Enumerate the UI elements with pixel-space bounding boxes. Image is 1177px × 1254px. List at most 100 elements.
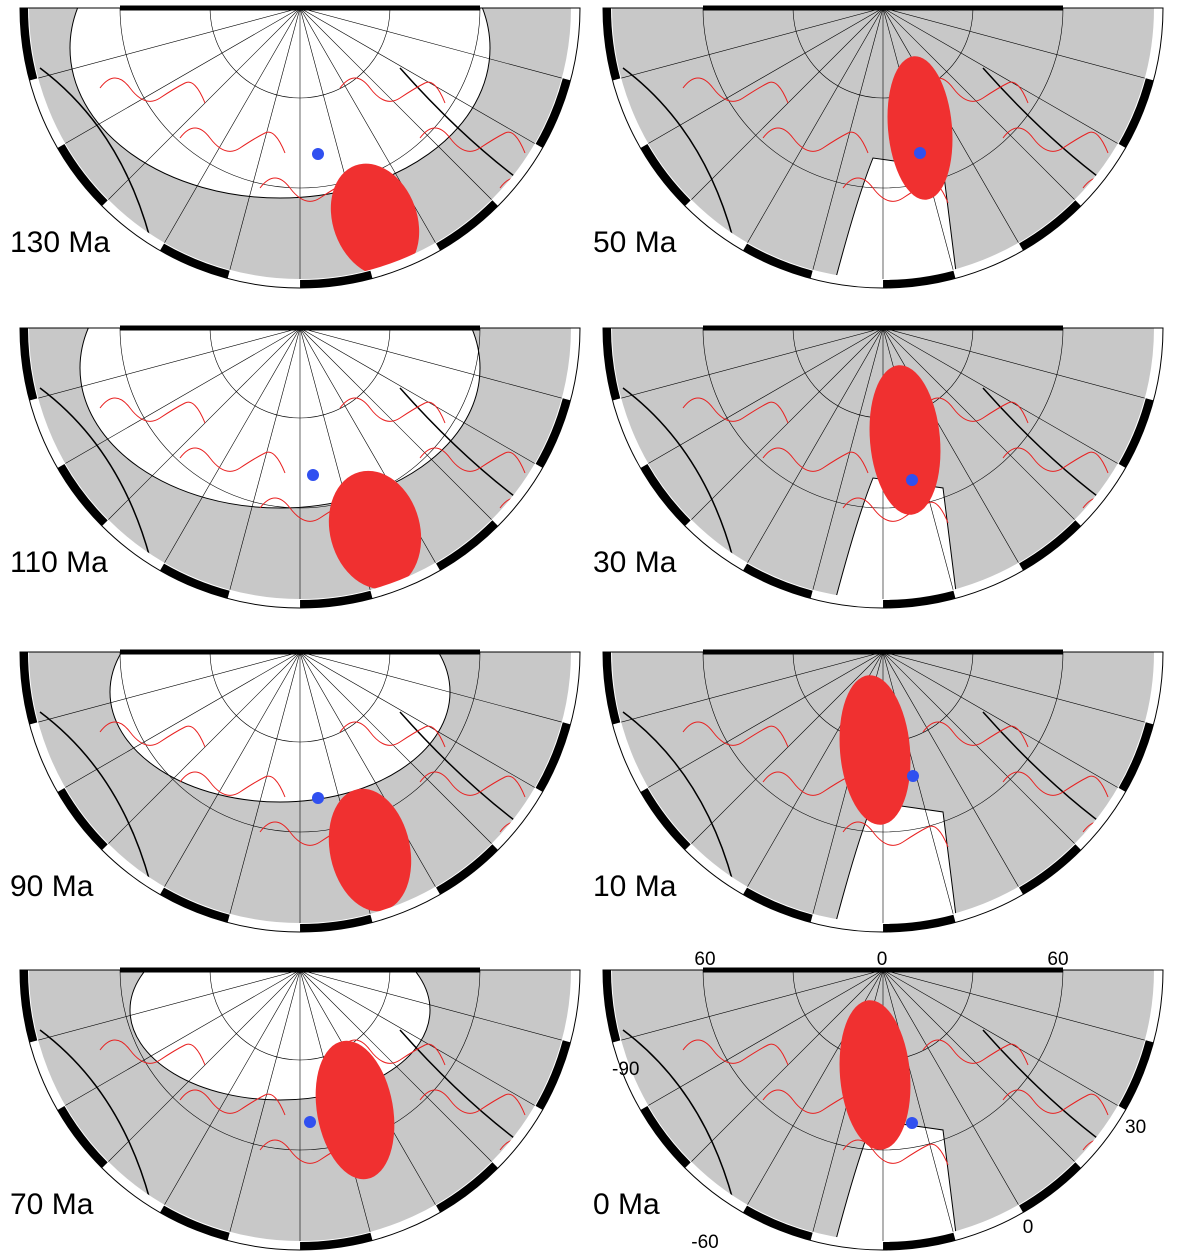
map-content	[29, 328, 572, 600]
red-contour	[339, 77, 446, 104]
meridian-line	[299, 970, 571, 1043]
meridian-line	[882, 328, 1082, 527]
map-panel: 70 Ma	[10, 967, 581, 1251]
meridian-line	[742, 8, 884, 251]
meridian-line	[227, 328, 301, 599]
frame-ticks	[603, 969, 1163, 1250]
map-content	[29, 8, 572, 280]
red-contour	[99, 1039, 206, 1066]
frame-outline	[19, 7, 581, 289]
frame-outline	[602, 651, 1164, 933]
red-contour	[419, 771, 526, 798]
site-marker	[307, 469, 319, 481]
meridian-line	[299, 328, 543, 469]
frame-outline	[19, 651, 581, 933]
meridian-line	[299, 970, 499, 1169]
frame-ticks	[20, 7, 580, 288]
red-contour	[179, 447, 286, 474]
red-contour	[1002, 1089, 1109, 1116]
greenland	[887, 56, 953, 200]
meridian-line	[640, 328, 884, 469]
red-contour	[179, 1089, 286, 1116]
red-contour	[419, 447, 526, 474]
red-contour	[179, 127, 286, 154]
site-marker	[907, 770, 919, 782]
age-label: 130 Ma	[10, 226, 110, 259]
meridian-line	[882, 970, 1082, 1169]
red-contour	[339, 721, 446, 748]
meridian-line	[640, 652, 884, 793]
age-label: 90 Ma	[10, 870, 94, 903]
meridian-line	[742, 328, 884, 571]
red-contour	[99, 397, 206, 424]
meridian-line	[299, 328, 571, 401]
axis-label: -90	[612, 1059, 639, 1080]
meridian-line	[882, 652, 1154, 725]
map-panel: 110 Ma	[10, 325, 581, 609]
map-panel: 50 Ma	[593, 5, 1164, 289]
meridian-line	[57, 970, 301, 1111]
greenland	[328, 470, 422, 590]
age-label: 10 Ma	[593, 870, 677, 903]
polar-ocean	[79, 328, 481, 509]
red-contour	[339, 1039, 446, 1066]
site-marker	[312, 148, 324, 160]
meridian-line	[227, 652, 301, 923]
polar-ocean	[69, 8, 491, 199]
axis-label: 60	[1047, 949, 1068, 970]
meridian-line	[227, 8, 301, 279]
site-marker	[304, 1116, 316, 1128]
meridian-line	[299, 328, 499, 527]
red-contour	[682, 721, 789, 748]
meridian-line	[882, 970, 1154, 1043]
red-contour	[99, 721, 206, 748]
red-contour	[842, 497, 949, 524]
frame-ticks	[20, 327, 580, 608]
meridian-line	[159, 970, 301, 1213]
greenland	[328, 788, 412, 912]
meridian-line	[159, 8, 301, 251]
meridian-line	[640, 970, 884, 1111]
meridian-line	[640, 8, 884, 149]
map-panel: 30 Ma	[593, 325, 1164, 609]
frame-outline	[19, 327, 581, 609]
map-content	[29, 652, 572, 924]
frame-outline	[602, 327, 1164, 609]
greenland	[869, 365, 941, 515]
frame-ticks	[20, 969, 580, 1250]
meridian-line	[299, 652, 499, 851]
meridian-line	[227, 970, 301, 1241]
frame-outline	[602, 969, 1164, 1251]
meridian-line	[882, 970, 1126, 1111]
map-panel: 10 Ma	[593, 649, 1164, 933]
red-contour	[922, 397, 1029, 424]
age-label: 0 Ma	[593, 1188, 660, 1221]
red-contour	[682, 1039, 789, 1066]
meridian-line	[299, 8, 499, 207]
rift-ocean	[822, 801, 964, 924]
meridian-line	[299, 8, 543, 149]
map-content	[612, 8, 1155, 280]
frame-ticks	[603, 7, 1163, 288]
axis-label: 30	[1125, 1117, 1146, 1138]
meridian-line	[882, 970, 1024, 1213]
site-marker	[914, 147, 926, 159]
greenland	[315, 1040, 395, 1180]
red-contour	[179, 771, 286, 798]
meridian-line	[882, 8, 1154, 81]
map-content	[612, 970, 1155, 1242]
map-content	[612, 328, 1155, 600]
meridian-line	[882, 8, 1126, 149]
red-contour	[762, 127, 869, 154]
red-contour	[922, 721, 1029, 748]
meridian-line	[299, 8, 571, 81]
meridian-line	[882, 652, 1024, 895]
frame-outline	[19, 969, 581, 1251]
red-contour	[99, 77, 206, 104]
meridian-line	[684, 328, 884, 527]
meridian-line	[29, 8, 301, 81]
meridian-line	[612, 328, 884, 401]
red-contour	[1002, 127, 1109, 154]
site-marker	[906, 474, 918, 486]
